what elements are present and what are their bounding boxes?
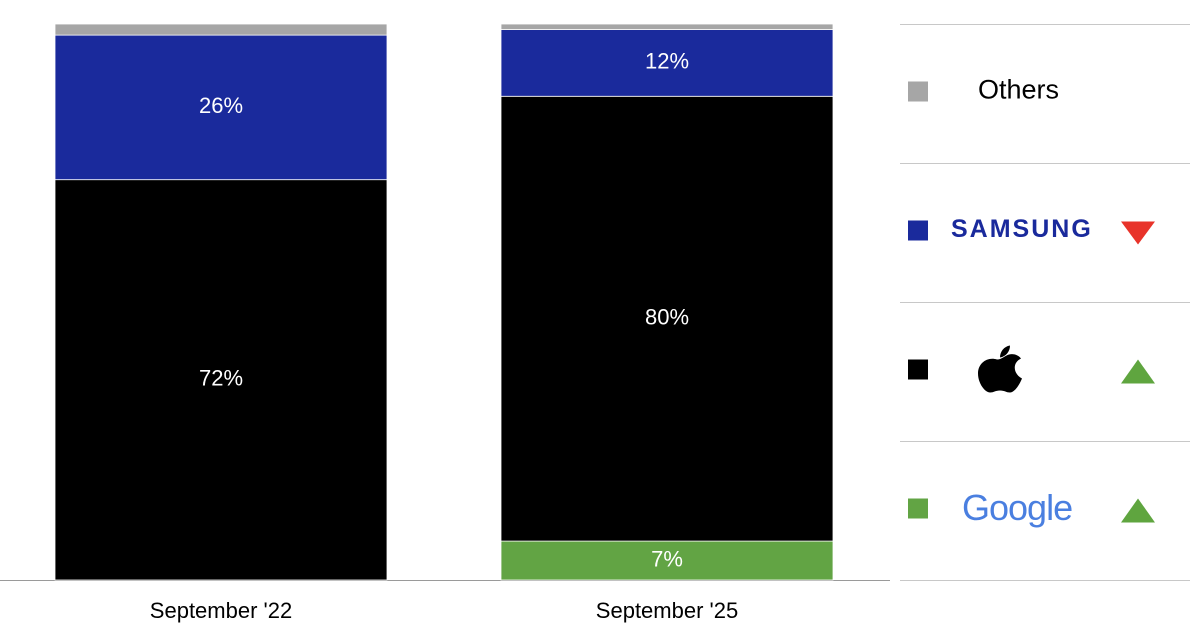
bar-segment [54,23,388,36]
trend-up [1121,498,1155,523]
trend-down [1121,221,1155,245]
legend-label: SAMSUNG [951,215,1093,243]
value-label: 72% [199,366,243,391]
value-label: 7% [651,546,683,571]
value-label: 12% [645,49,689,74]
legend-swatch [908,359,928,380]
x-tick-label: September '22 [150,598,292,623]
bar-segment [500,29,834,97]
legend-swatch [908,220,928,241]
trend-up [1121,359,1155,384]
legend-label: Others [978,75,1059,105]
legend-label: Google [962,487,1072,528]
apple-logo [978,345,1022,393]
legend-swatch [908,498,928,519]
value-label: 26% [199,93,243,118]
value-label: 80% [645,304,689,329]
x-tick-label: September '25 [596,598,738,623]
apple-leaf [1000,345,1010,358]
bar-segment [54,179,388,581]
apple-body [978,354,1022,393]
bar-segment [500,95,834,542]
bar-segment [54,34,388,181]
legend-swatch [908,81,928,102]
bar-segment [500,23,834,30]
